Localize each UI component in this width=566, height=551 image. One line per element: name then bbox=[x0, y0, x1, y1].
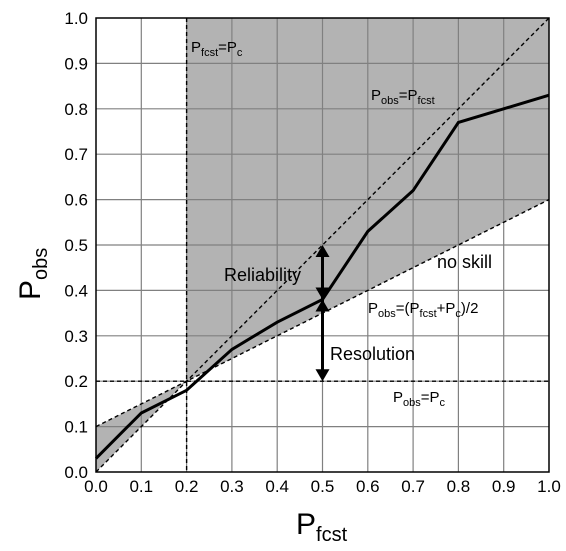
x-tick-label: 0.4 bbox=[265, 477, 289, 496]
plot-frame bbox=[95, 17, 550, 473]
y-tick-label: 0.9 bbox=[64, 54, 88, 73]
y-tick-label: 1.0 bbox=[64, 9, 88, 28]
resolution-arrow-head-start bbox=[315, 299, 330, 312]
y-tick-label: 0.4 bbox=[64, 281, 88, 300]
x-tick-label: 0.6 bbox=[356, 477, 380, 496]
y-tick-label: 0.0 bbox=[64, 463, 88, 482]
annotation-resolution: Resolution bbox=[330, 344, 415, 364]
x-tick-label: 0.1 bbox=[129, 477, 153, 496]
arrows-group bbox=[315, 245, 330, 382]
y-tick-label: 0.7 bbox=[64, 145, 88, 164]
annotation-no-skill-eq: Pobs=(Pfcst+Pc)/2 bbox=[368, 300, 478, 320]
annotation-fcst-eq-c: Pfcst=Pc bbox=[191, 39, 243, 59]
y-tick-label: 0.6 bbox=[64, 191, 88, 210]
y-tick-label: 0.1 bbox=[64, 418, 88, 437]
x-axis-title: Pfcst bbox=[296, 508, 348, 546]
annotation-reliability: Reliability bbox=[224, 265, 301, 285]
y-axis-title: Pobs bbox=[14, 248, 52, 300]
y-tick-label: 0.2 bbox=[64, 372, 88, 391]
annotation-obs-eq-fcst: Pobs=Pfcst bbox=[371, 87, 435, 107]
x-tick-label: 0.3 bbox=[220, 477, 244, 496]
x-tick-label: 0.8 bbox=[447, 477, 471, 496]
y-tick-labels: 0.0 0.1 0.2 0.3 0.4 0.5 0.6 0.7 0.8 0.9 1.0 bbox=[64, 9, 88, 482]
x-tick-label: 0.9 bbox=[492, 477, 516, 496]
annotation-no-skill: no skill bbox=[437, 252, 492, 272]
resolution-arrow-head-end bbox=[315, 369, 330, 382]
y-tick-label: 0.3 bbox=[64, 327, 88, 346]
x-tick-label: 0.0 bbox=[84, 477, 108, 496]
x-tick-label: 1.0 bbox=[537, 477, 561, 496]
x-tick-label: 0.2 bbox=[175, 477, 199, 496]
x-tick-label: 0.5 bbox=[311, 477, 335, 496]
y-tick-label: 0.5 bbox=[64, 236, 88, 255]
annotation-obs-eq-c: Pobs=Pc bbox=[393, 389, 446, 409]
x-tick-labels: 0.0 0.1 0.2 0.3 0.4 0.5 0.6 0.7 0.8 0.9 1.0 bbox=[84, 477, 561, 496]
x-tick-label: 0.7 bbox=[401, 477, 425, 496]
reliability-arrow-head-end bbox=[315, 245, 330, 257]
y-tick-label: 0.8 bbox=[64, 100, 88, 119]
